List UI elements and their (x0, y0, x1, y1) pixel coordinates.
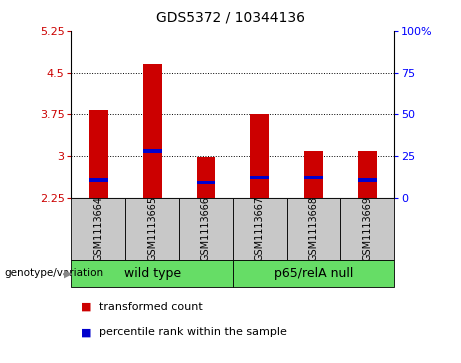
Bar (89, 110, 108, 198)
Bar (250, 114, 269, 198)
Bar (196, 157, 215, 198)
FancyBboxPatch shape (179, 198, 233, 260)
Bar (358, 178, 377, 182)
Text: ▶: ▶ (64, 268, 72, 278)
Bar (304, 176, 323, 179)
Bar (358, 151, 377, 198)
Text: GSM1113669: GSM1113669 (362, 196, 372, 261)
Text: GSM1113666: GSM1113666 (201, 196, 211, 261)
Text: GSM1113667: GSM1113667 (254, 196, 265, 261)
Text: GSM1113668: GSM1113668 (308, 196, 319, 261)
Text: GSM1113664: GSM1113664 (93, 196, 103, 261)
FancyBboxPatch shape (340, 198, 394, 260)
Text: p65/relA null: p65/relA null (274, 267, 353, 280)
Text: GSM1113665: GSM1113665 (147, 196, 157, 261)
FancyBboxPatch shape (287, 198, 340, 260)
Bar (196, 180, 215, 184)
Text: ■: ■ (81, 302, 91, 312)
Bar (143, 64, 161, 198)
FancyBboxPatch shape (71, 198, 125, 260)
Text: wild type: wild type (124, 267, 181, 280)
Text: transformed count: transformed count (99, 302, 203, 312)
Bar (143, 150, 161, 153)
FancyBboxPatch shape (125, 198, 179, 260)
Text: genotype/variation: genotype/variation (5, 268, 104, 278)
Text: ■: ■ (81, 327, 91, 337)
Bar (250, 176, 269, 179)
FancyBboxPatch shape (233, 198, 287, 260)
Text: percentile rank within the sample: percentile rank within the sample (99, 327, 287, 337)
FancyBboxPatch shape (233, 260, 394, 287)
Text: GDS5372 / 10344136: GDS5372 / 10344136 (156, 11, 305, 25)
FancyBboxPatch shape (71, 260, 233, 287)
Bar (89, 178, 108, 182)
Bar (304, 151, 323, 198)
